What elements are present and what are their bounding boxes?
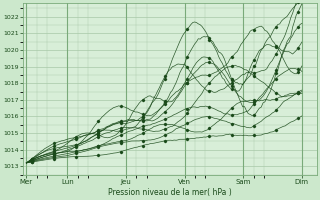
X-axis label: Pression niveau de la mer( hPa ): Pression niveau de la mer( hPa ) [108, 188, 232, 197]
